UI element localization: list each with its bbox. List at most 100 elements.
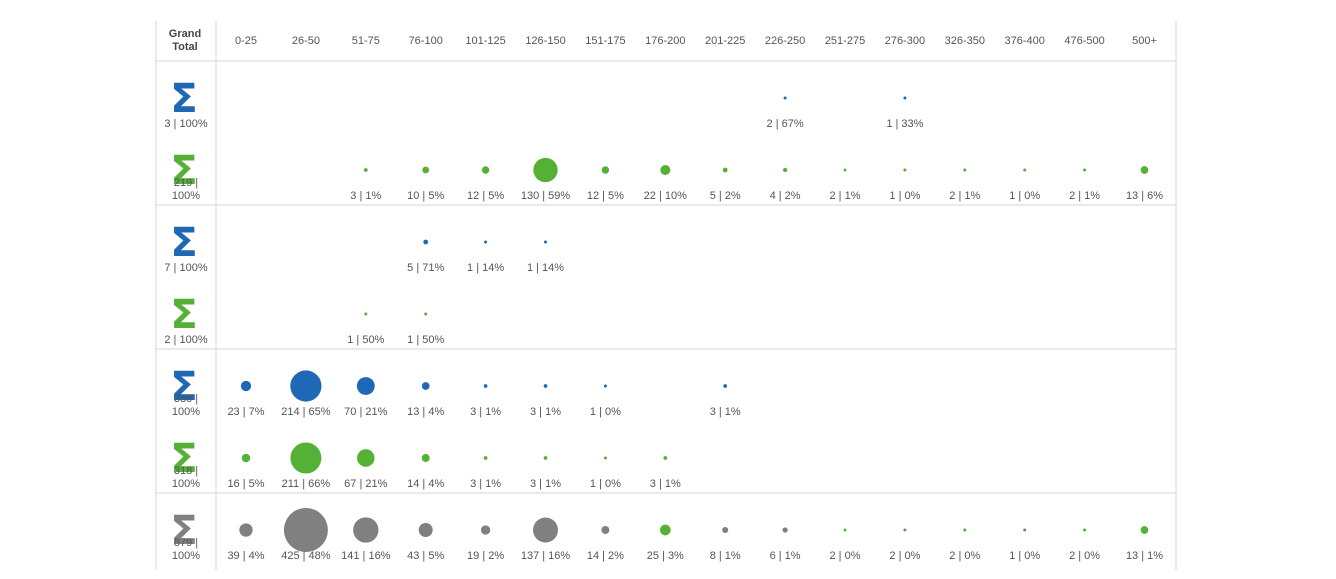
bubble-label: 130 | 59% xyxy=(521,190,571,202)
column-header: 176-200 xyxy=(645,35,685,47)
bubble xyxy=(1140,526,1149,534)
bubble xyxy=(290,442,322,474)
bubble xyxy=(241,453,251,463)
column-header: 326-350 xyxy=(945,35,985,47)
column-header: 0-25 xyxy=(235,35,257,47)
bubble xyxy=(601,526,610,534)
bubble-label: 3 | 1% xyxy=(530,478,561,490)
bubble xyxy=(603,456,607,460)
bubble xyxy=(903,168,907,172)
bubble-label: 13 | 1% xyxy=(1126,550,1163,562)
bubble xyxy=(843,168,847,172)
bubble xyxy=(1083,528,1087,532)
bubble-label: 39 | 4% xyxy=(227,550,264,562)
bubble-label: 6 | 1% xyxy=(770,550,801,562)
bubble xyxy=(421,454,430,462)
bubble-label: 137 | 16% xyxy=(521,550,571,562)
bubble-label: 16 | 5% xyxy=(227,478,264,490)
bubble-label: 2 | 1% xyxy=(949,190,980,202)
bubble xyxy=(423,239,429,245)
bubble-label: 2 | 67% xyxy=(767,118,804,130)
row-total-label: 879 | xyxy=(174,537,198,549)
sigma-icon: Σ xyxy=(170,148,197,194)
column-header: 226-250 xyxy=(765,35,805,47)
bubble xyxy=(357,449,375,467)
bubble xyxy=(963,168,967,172)
bubble-label: 1 | 50% xyxy=(347,334,384,346)
bubble xyxy=(1140,166,1149,174)
row-total-label: 318 | xyxy=(174,465,198,477)
bubble xyxy=(723,384,728,388)
sigma-icon: Σ xyxy=(170,76,197,122)
column-header: 151-175 xyxy=(585,35,625,47)
bubble-label: 3 | 1% xyxy=(350,190,381,202)
bubble-label: 3 | 1% xyxy=(530,406,561,418)
sigma-icon: Σ xyxy=(170,436,197,482)
row-total-label: 3 | 100% xyxy=(164,118,207,130)
bubble xyxy=(240,380,252,392)
bubble-label: 1 | 14% xyxy=(527,262,564,274)
sigma-icon: Σ xyxy=(170,220,197,266)
row-total-label: 100% xyxy=(172,190,200,202)
bubble xyxy=(903,96,907,100)
column-header: 126-150 xyxy=(525,35,565,47)
bubble-label: 2 | 0% xyxy=(889,550,920,562)
bubble-label: 1 | 0% xyxy=(590,478,621,490)
bubble xyxy=(363,168,368,172)
row-total-label: 2 | 100% xyxy=(164,334,207,346)
bubble-label: 5 | 71% xyxy=(407,262,444,274)
bubble-label: 3 | 1% xyxy=(470,478,501,490)
bubble-label: 141 | 16% xyxy=(341,550,391,562)
sigma-icon: Σ xyxy=(170,364,197,410)
bubble xyxy=(1023,168,1027,172)
bubble xyxy=(422,166,430,174)
bubble xyxy=(283,508,328,552)
bubble xyxy=(533,517,558,543)
bubble xyxy=(543,384,548,388)
sigma-icon: Σ xyxy=(170,292,197,338)
bubble xyxy=(660,164,671,176)
bubble xyxy=(483,384,488,388)
bubble-label: 43 | 5% xyxy=(407,550,444,562)
column-header: 101-125 xyxy=(465,35,505,47)
bubble-label: 2 | 0% xyxy=(1069,550,1100,562)
bubble xyxy=(659,524,671,536)
bubble-label: 2 | 1% xyxy=(830,190,861,202)
sigma-icon: Σ xyxy=(170,508,197,554)
bubble xyxy=(843,528,847,532)
bubble xyxy=(722,526,729,534)
bubble-label: 70 | 21% xyxy=(344,406,387,418)
grand-total-header: Grand xyxy=(169,28,201,40)
bubble xyxy=(484,240,488,244)
bubble-label: 425 | 48% xyxy=(281,550,331,562)
bubble-label: 2 | 1% xyxy=(1069,190,1100,202)
column-header: 76-100 xyxy=(409,35,443,47)
bubble-label: 1 | 33% xyxy=(886,118,923,130)
bubble-label: 2 | 0% xyxy=(830,550,861,562)
bubble-label: 19 | 2% xyxy=(467,550,504,562)
bubble xyxy=(421,382,430,390)
bubble xyxy=(239,523,253,537)
bubble-label: 1 | 0% xyxy=(1009,190,1040,202)
bubble xyxy=(782,167,788,173)
bubble-label: 12 | 5% xyxy=(587,190,624,202)
row-total-label: 7 | 100% xyxy=(164,262,207,274)
grand-total-header: Total xyxy=(172,41,197,53)
bubble xyxy=(418,523,433,537)
bubble-label: 214 | 65% xyxy=(281,406,331,418)
column-header: 26-50 xyxy=(292,35,320,47)
bubble xyxy=(290,370,322,402)
bubble-label: 13 | 4% xyxy=(407,406,444,418)
bubble xyxy=(663,456,668,460)
bubble xyxy=(543,456,548,460)
row-total-label: 330 | xyxy=(174,393,198,405)
row-total-label: 100% xyxy=(172,406,200,418)
bubble xyxy=(483,456,488,460)
column-header: 476-500 xyxy=(1064,35,1104,47)
bubble-label: 10 | 5% xyxy=(407,190,444,202)
bubble xyxy=(722,167,728,173)
bubble-label: 23 | 7% xyxy=(227,406,264,418)
column-header: 251-275 xyxy=(825,35,865,47)
bubble-label: 1 | 50% xyxy=(407,334,444,346)
